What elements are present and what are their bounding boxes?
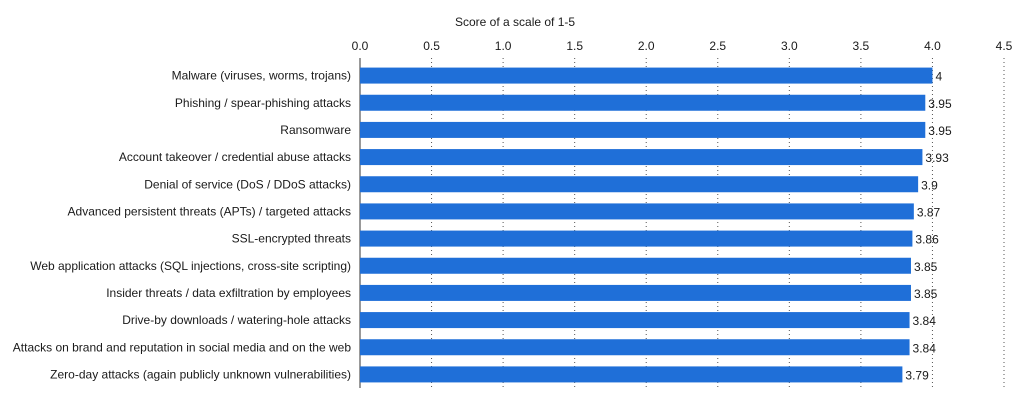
value-labels: 4 3.95 3.95 3.93 3.9 3.87 3.86 3.85 3.85 3.84 3.84… [905, 70, 952, 383]
value-label: 4 [935, 70, 942, 84]
category-label: Account takeover / credential abuse atta… [119, 150, 351, 164]
category-label: Zero-day attacks (again publicly unknown… [50, 367, 351, 381]
bar [360, 94, 926, 111]
value-label: 3.85 [914, 260, 938, 274]
category-label: Denial of service (DoS / DDoS attacks) [144, 177, 351, 191]
x-tick-label: 0.0 [352, 39, 369, 53]
bar [360, 257, 911, 274]
bars [360, 67, 933, 383]
bar [360, 230, 913, 247]
value-label: 3.79 [905, 368, 929, 382]
category-label: Malware (viruses, worms, trojans) [172, 69, 351, 83]
value-label: 3.86 [915, 233, 939, 247]
category-label: Attacks on brand and reputation in socia… [13, 340, 352, 354]
value-label: 3.95 [928, 124, 952, 138]
x-tick-label: 1.5 [566, 39, 583, 53]
bar [360, 366, 903, 383]
x-tick-labels: 0.0 0.5 1.0 1.5 2.0 2.5 3.0 3.5 4.0 4.5 [352, 39, 1013, 53]
value-label: 3.93 [925, 151, 949, 165]
category-label: Drive-by downloads / watering-hole attac… [122, 313, 351, 327]
x-tick-label: 3.0 [781, 39, 798, 53]
x-tick-label: 4.0 [924, 39, 941, 53]
bar [360, 121, 926, 138]
x-tick-label: 3.5 [853, 39, 870, 53]
category-label: Insider threats / data exfiltration by e… [106, 286, 351, 300]
x-tick-label: 0.5 [423, 39, 440, 53]
value-label: 3.84 [913, 314, 937, 328]
value-label: 3.9 [921, 178, 938, 192]
bar [360, 149, 923, 166]
x-tick-label: 2.0 [638, 39, 655, 53]
bar [360, 284, 911, 301]
axis-title: Score of a scale of 1-5 [455, 15, 575, 29]
category-label: Phishing / spear-phishing attacks [175, 96, 351, 110]
x-tick-label: 2.5 [709, 39, 726, 53]
category-labels: Malware (viruses, worms, trojans) Phishin… [13, 69, 352, 382]
bar [360, 339, 910, 356]
bar [360, 203, 914, 220]
x-tick-label: 1.0 [495, 39, 512, 53]
bar [360, 176, 919, 193]
value-label: 3.95 [928, 97, 952, 111]
bar [360, 312, 910, 329]
x-tick-label: 4.5 [996, 39, 1013, 53]
category-label: Ransomware [280, 123, 351, 137]
value-label: 3.85 [914, 287, 938, 301]
value-label: 3.84 [913, 341, 937, 355]
bar [360, 67, 933, 84]
category-label: SSL-encrypted threats [232, 232, 351, 246]
category-label: Advanced persistent threats (APTs) / tar… [68, 204, 351, 218]
category-label: Web application attacks (SQL injections,… [30, 259, 351, 273]
value-label: 3.87 [917, 205, 941, 219]
